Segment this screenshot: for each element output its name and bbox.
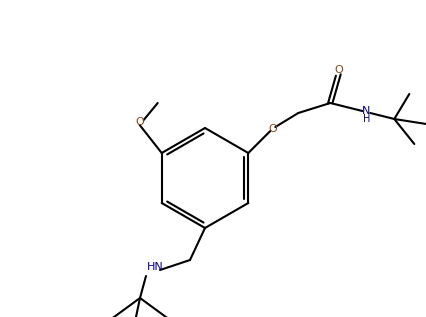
Text: H: H — [362, 114, 369, 124]
Text: N: N — [361, 106, 370, 116]
Text: HN: HN — [146, 262, 163, 272]
Text: O: O — [267, 124, 276, 134]
Text: O: O — [333, 65, 342, 75]
Text: O: O — [135, 117, 144, 127]
